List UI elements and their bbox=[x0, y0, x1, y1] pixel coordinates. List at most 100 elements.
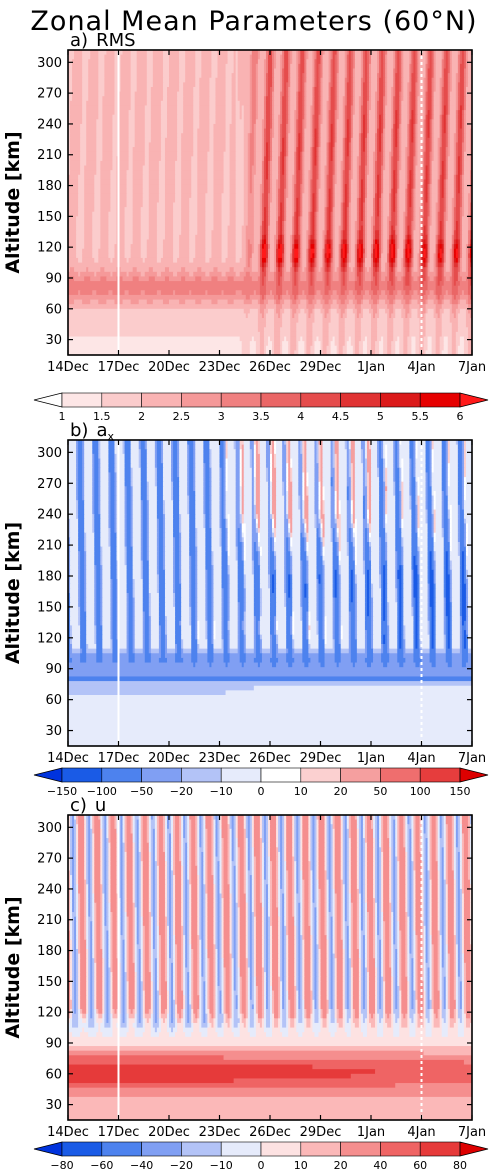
x-tick-label: 14Dec bbox=[47, 360, 89, 375]
x-tick-label: 17Dec bbox=[98, 751, 140, 766]
panel-a: 30 60 90 120 150 180 210 240 270 300 14Dec 17Dec 20D… bbox=[2, 30, 489, 423]
y-tick-label: 240 bbox=[37, 882, 62, 897]
colorbar-swatch bbox=[419, 1141, 461, 1157]
x-tick-label: 29Dec bbox=[300, 360, 342, 375]
colorbar-level-label: −40 bbox=[130, 1159, 153, 1172]
colorbar-low-extension bbox=[33, 767, 63, 783]
panel-letter: a) bbox=[70, 30, 88, 51]
colorbar-level-label: 10 bbox=[294, 1159, 308, 1172]
colorbar-swatch bbox=[419, 392, 461, 408]
colorbar-swatch bbox=[141, 392, 182, 408]
colorbar-swatch bbox=[380, 392, 421, 408]
colorbar-level-label: 3 bbox=[218, 410, 225, 423]
colorbar-level-label: 40 bbox=[373, 1159, 387, 1172]
x-tick-label: 7Jan bbox=[458, 1125, 486, 1140]
colorbar-swatch bbox=[101, 392, 142, 408]
colorbar-swatch bbox=[380, 767, 421, 783]
colorbar-level-label: 6 bbox=[457, 410, 464, 423]
colorbar-swatch bbox=[101, 767, 142, 783]
y-tick-label: 150 bbox=[37, 600, 62, 615]
y-tick-label: 270 bbox=[37, 477, 62, 492]
contour-field bbox=[68, 440, 472, 746]
panel-letter: c) bbox=[70, 795, 87, 816]
x-tick-label: 26Dec bbox=[249, 751, 291, 766]
x-tick-label: 23Dec bbox=[199, 751, 241, 766]
contour-field bbox=[68, 815, 472, 1120]
x-tick-label: 7Jan bbox=[458, 360, 486, 375]
colorbar-level-label: −100 bbox=[87, 785, 117, 798]
colorbar-swatch bbox=[181, 767, 222, 783]
colorbar-level-label: −10 bbox=[210, 1159, 233, 1172]
colorbar-swatch bbox=[340, 392, 381, 408]
y-tick-label: 180 bbox=[37, 944, 62, 959]
colorbar-level-label: −80 bbox=[50, 1159, 73, 1172]
x-tick-label: 26Dec bbox=[249, 1125, 291, 1140]
y-tick-label: 300 bbox=[37, 446, 62, 461]
colorbar-level-label: 4 bbox=[297, 410, 304, 423]
y-axis-label: Altitude [km] bbox=[2, 131, 24, 273]
colorbar-level-label: 4.5 bbox=[332, 410, 350, 423]
x-tick-label: 14Dec bbox=[47, 751, 89, 766]
colorbar-high-extension bbox=[459, 1141, 489, 1157]
panel-variable-subscript: x bbox=[107, 430, 114, 443]
colorbar-level-label: 5 bbox=[377, 410, 384, 423]
x-tick-label: 4Jan bbox=[407, 1125, 435, 1140]
y-tick-label: 150 bbox=[37, 975, 62, 990]
figure-title: Zonal Mean Parameters (60°N) bbox=[30, 6, 477, 37]
y-tick-label: 120 bbox=[37, 241, 62, 256]
y-tick-label: 120 bbox=[37, 631, 62, 646]
colorbar-level-label: 100 bbox=[410, 785, 431, 798]
y-tick-label: 240 bbox=[37, 508, 62, 523]
colorbar-level-label: 20 bbox=[334, 785, 348, 798]
y-tick-label: 120 bbox=[37, 1006, 62, 1021]
colorbar-swatch bbox=[300, 1141, 341, 1157]
y-tick-label: 210 bbox=[37, 148, 62, 163]
x-tick-label: 20Dec bbox=[148, 1125, 190, 1140]
x-tick-label: 1Jan bbox=[357, 360, 385, 375]
colorbar-level-label: 150 bbox=[450, 785, 471, 798]
x-tick-label: 7Jan bbox=[458, 751, 486, 766]
colorbar-high-extension bbox=[459, 392, 489, 408]
y-tick-label: 180 bbox=[37, 570, 62, 585]
colorbar-level-label: −10 bbox=[210, 785, 233, 798]
y-axis-label: Altitude [km] bbox=[2, 522, 24, 664]
y-tick-label: 60 bbox=[45, 1067, 62, 1082]
colorbar-swatch bbox=[181, 1141, 222, 1157]
colorbar-swatch bbox=[340, 767, 381, 783]
x-tick-label: 20Dec bbox=[148, 751, 190, 766]
colorbar-low-extension bbox=[33, 392, 63, 408]
colorbar-level-label: 50 bbox=[373, 785, 387, 798]
x-tick-label: 1Jan bbox=[357, 1125, 385, 1140]
colorbar-swatch bbox=[340, 1141, 381, 1157]
colorbar-level-label: 0 bbox=[258, 785, 265, 798]
colorbar-swatch bbox=[260, 392, 302, 408]
x-tick-label: 1Jan bbox=[357, 751, 385, 766]
panel-label: b) ax bbox=[70, 420, 114, 443]
colorbar-swatch bbox=[141, 767, 182, 783]
colorbar-level-label: 1.5 bbox=[93, 410, 111, 423]
colorbar-level-label: 1 bbox=[59, 410, 66, 423]
y-tick-label: 90 bbox=[45, 271, 62, 286]
x-tick-label: 23Dec bbox=[199, 1125, 241, 1140]
panel-c: 30 60 90 120 150 180 210 240 270 300 14Dec 17Dec 20D… bbox=[2, 795, 489, 1172]
colorbar: −80 −60 −40 −20 −10 0 10 20 40 60 80 bbox=[33, 1141, 489, 1172]
y-tick-label: 240 bbox=[37, 117, 62, 132]
y-tick-label: 270 bbox=[37, 852, 62, 867]
x-tick-label: 4Jan bbox=[407, 360, 435, 375]
colorbar-swatch bbox=[181, 392, 222, 408]
x-tick-label: 23Dec bbox=[199, 360, 241, 375]
colorbar-level-label: −20 bbox=[170, 785, 193, 798]
colorbar-swatch bbox=[220, 1141, 262, 1157]
y-tick-label: 210 bbox=[37, 913, 62, 928]
colorbar-swatch bbox=[300, 392, 341, 408]
panel-letter: b) bbox=[70, 420, 88, 441]
colorbar-swatch bbox=[141, 1141, 182, 1157]
colorbar-high-extension bbox=[459, 767, 489, 783]
colorbar-level-label: −50 bbox=[130, 785, 153, 798]
panel-label: c) u bbox=[70, 795, 106, 816]
colorbar-swatch bbox=[260, 1141, 302, 1157]
colorbar-level-label: 5.5 bbox=[411, 410, 429, 423]
y-tick-label: 90 bbox=[45, 1036, 62, 1051]
colorbar-swatch bbox=[300, 767, 341, 783]
x-tick-label: 20Dec bbox=[148, 360, 190, 375]
